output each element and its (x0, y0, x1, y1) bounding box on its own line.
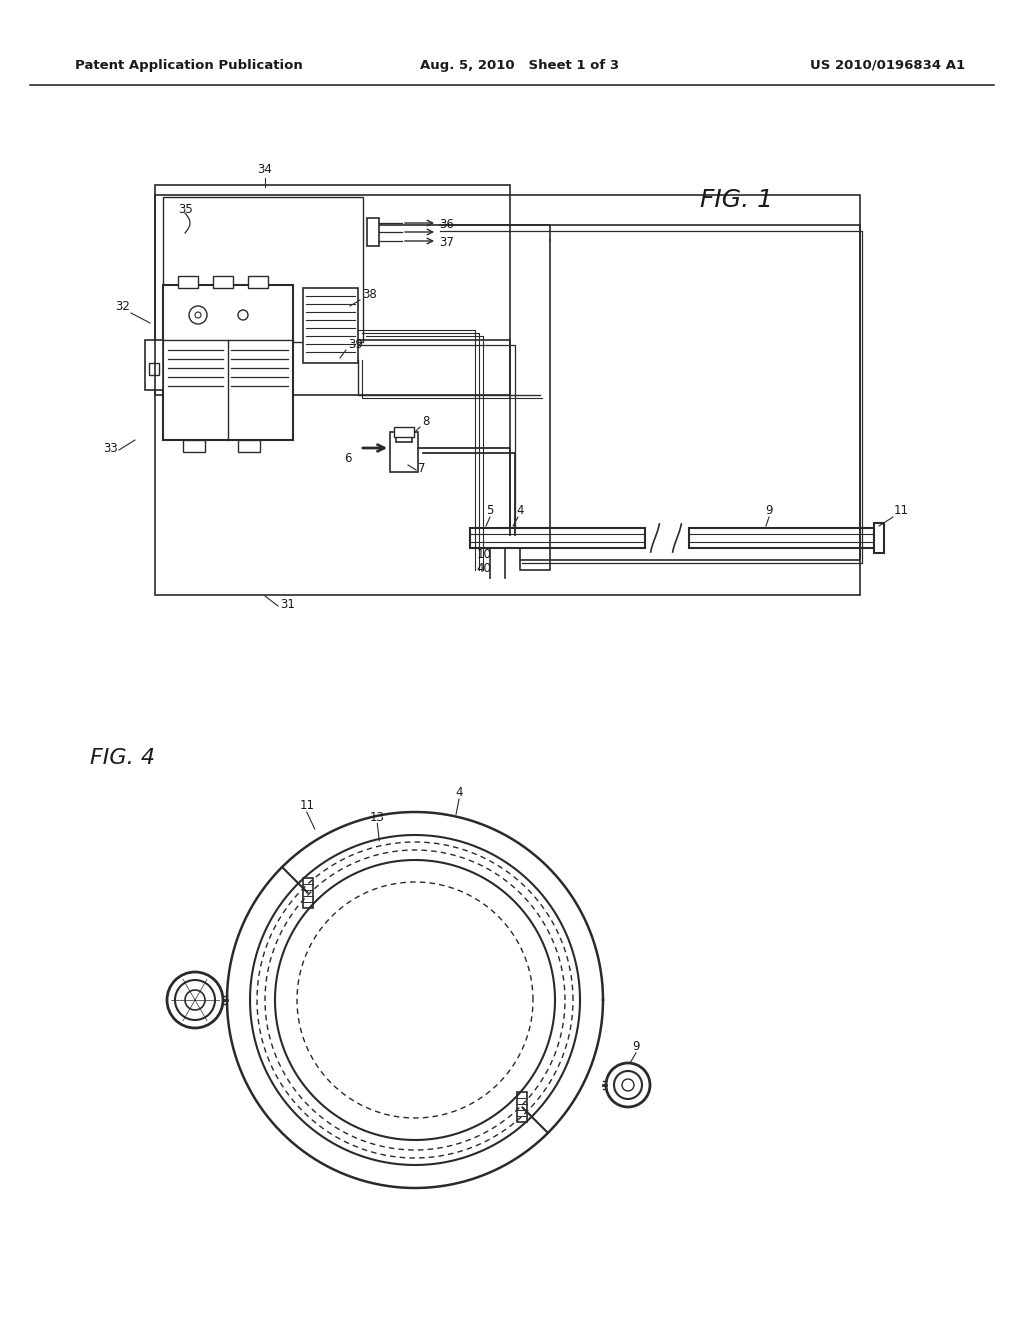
Bar (303, 288, 358, 363)
Text: Patent Application Publication: Patent Application Publication (75, 58, 303, 71)
Polygon shape (517, 1093, 527, 1122)
Text: 8: 8 (422, 414, 429, 428)
Bar (874, 523, 884, 553)
Text: 39: 39 (348, 338, 362, 351)
Bar (155, 195, 860, 595)
Text: 31: 31 (280, 598, 295, 611)
Text: 35: 35 (178, 203, 193, 216)
Bar (178, 276, 198, 288)
Text: FIG. 4: FIG. 4 (90, 748, 155, 768)
Text: 9: 9 (765, 504, 773, 517)
Bar (150, 363, 159, 375)
Text: 36: 36 (439, 218, 454, 231)
Polygon shape (302, 878, 312, 908)
Circle shape (167, 972, 223, 1028)
Text: 32: 32 (115, 300, 130, 313)
Bar (155, 185, 510, 395)
Text: 5: 5 (486, 504, 494, 517)
Bar (248, 276, 268, 288)
Bar (145, 341, 163, 389)
Text: 34: 34 (258, 162, 272, 176)
Text: 4: 4 (456, 787, 463, 799)
Text: 10: 10 (476, 548, 492, 561)
Bar (183, 440, 205, 451)
Bar (470, 528, 645, 548)
Text: 11: 11 (894, 504, 909, 517)
Text: 37: 37 (439, 235, 454, 248)
Text: 38: 38 (362, 288, 377, 301)
Bar (396, 430, 412, 442)
Bar (689, 528, 874, 548)
Text: FIG. 1: FIG. 1 (700, 187, 773, 213)
Circle shape (189, 306, 207, 323)
Circle shape (622, 1078, 634, 1092)
Bar (163, 197, 362, 342)
Bar (238, 440, 260, 451)
Circle shape (175, 979, 215, 1020)
Text: 9: 9 (632, 1040, 640, 1053)
Circle shape (185, 990, 205, 1010)
Text: 13: 13 (370, 810, 385, 824)
Text: 7: 7 (418, 462, 426, 475)
Text: 33: 33 (103, 442, 118, 455)
Circle shape (614, 1071, 642, 1100)
Bar (213, 276, 233, 288)
Text: 6: 6 (344, 451, 352, 465)
Bar (163, 285, 293, 440)
Text: 11: 11 (299, 799, 314, 812)
Circle shape (606, 1063, 650, 1107)
Circle shape (195, 312, 201, 318)
Bar (394, 426, 414, 437)
Text: US 2010/0196834 A1: US 2010/0196834 A1 (810, 58, 966, 71)
Text: 4: 4 (516, 504, 523, 517)
Text: Aug. 5, 2010   Sheet 1 of 3: Aug. 5, 2010 Sheet 1 of 3 (420, 58, 620, 71)
Circle shape (238, 310, 248, 319)
Text: 40: 40 (476, 562, 492, 576)
Bar (390, 432, 418, 473)
Bar (367, 218, 379, 246)
